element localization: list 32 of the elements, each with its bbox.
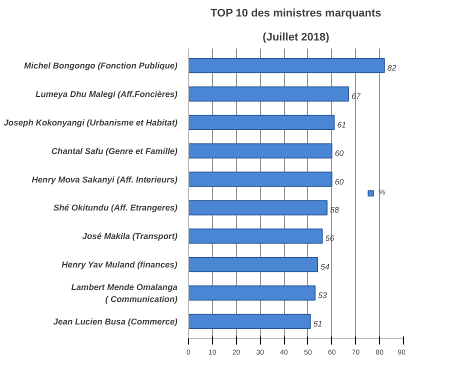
data-label: 60	[334, 177, 344, 186]
y-tick-label: José Makila (Transport)	[82, 231, 178, 242]
bar	[188, 172, 332, 187]
data-label: 56	[325, 234, 335, 244]
data-label: 60	[334, 148, 344, 158]
y-tick-label: Joseph Kokonyangi (Urbanisme et Habitat)	[4, 117, 178, 128]
y-tick-label: Henry Mova Sakanyi (Aff. Interieurs)	[32, 174, 178, 184]
data-label: 54	[320, 262, 330, 272]
bar	[188, 86, 350, 102]
y-tick-label: Lumeya Dhu Malegi (Aff.Foncières)	[35, 88, 178, 99]
bar	[188, 58, 385, 74]
bar	[188, 143, 332, 158]
data-label: 67	[352, 92, 362, 101]
y-tick-label: Lambert Mende Omalanga ( Communication)	[71, 282, 178, 304]
y-tick-label: Shé Okitundu (Aff. Etrangeres)	[53, 202, 178, 213]
bar	[188, 256, 318, 272]
bar	[188, 200, 328, 216]
data-label: 61	[337, 120, 346, 130]
y-tick-label: Jean Lucien Busa (Commerce)	[53, 316, 178, 326]
y-tick-label: Michel Bongongo (Fonction Publique)	[24, 60, 178, 71]
data-label: 51	[313, 319, 322, 328]
data-label: 53	[318, 291, 328, 300]
y-tick-label: Henry Yav Muland (finances)	[62, 260, 178, 270]
chart-title: TOP 10 des ministres marquants	[210, 8, 382, 20]
bar	[188, 285, 316, 301]
data-label: 82	[387, 64, 397, 73]
bar	[188, 114, 335, 130]
bar	[188, 228, 323, 244]
chart-subtitle: (Juillet 2018)	[262, 32, 330, 44]
data-label: 58	[330, 206, 340, 215]
y-tick-label: Chantal Safu (Genre et Famille)	[51, 146, 178, 156]
bar	[188, 314, 311, 330]
